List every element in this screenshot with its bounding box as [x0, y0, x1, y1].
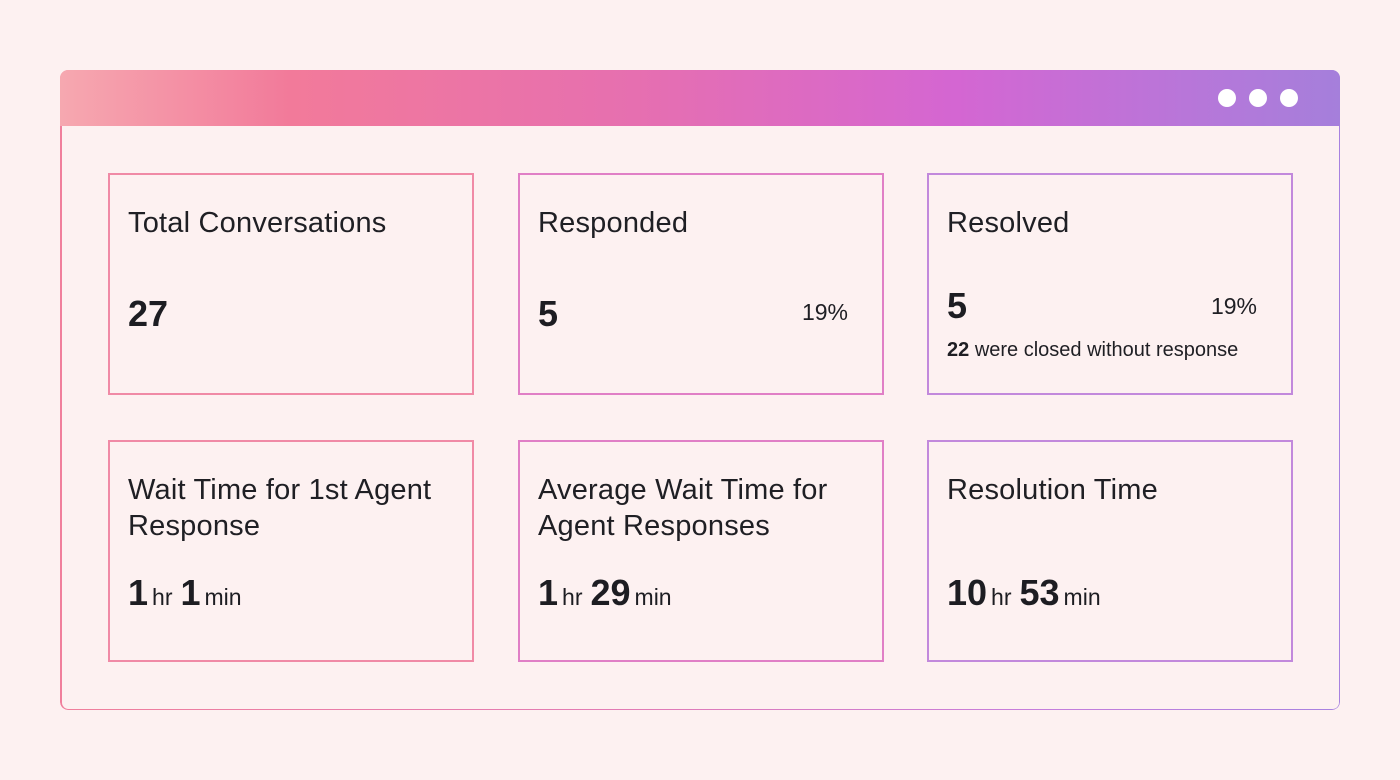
dot-icon[interactable] [1280, 89, 1298, 107]
first-response-wait-card: Wait Time for 1st Agent Response 1 hr 1 min [108, 440, 474, 662]
card-title: Resolved [947, 207, 1070, 239]
minutes-value: 1 [180, 572, 201, 613]
card-title: Average Wait Time for Agent Responses [538, 474, 828, 542]
window-titlebar [60, 70, 1340, 126]
minutes-value: 53 [1019, 572, 1060, 613]
total-conversations-card: Total Conversations 27 [108, 173, 474, 395]
hours-unit: hr [152, 584, 173, 610]
window-controls [1218, 89, 1298, 107]
responded-value: 5 [538, 293, 559, 334]
resolved-percent: 19% [1210, 293, 1257, 319]
dashboard-window: Total Conversations 27 Responded 5 19% R… [60, 70, 1340, 710]
resolution-time-value: 10 hr 53 min [947, 572, 1109, 614]
resolved-card: Resolved 5 19% 22 were closed without re… [927, 173, 1293, 395]
card-title: Wait Time for 1st Agent Response [128, 474, 432, 542]
card-title: Total Conversations [128, 207, 387, 239]
average-wait-value: 1 hr 29 min [538, 572, 680, 614]
hours-value: 10 [947, 572, 988, 613]
minutes-value: 29 [590, 572, 631, 613]
total-conversations-value: 27 [128, 293, 169, 334]
minutes-unit: min [204, 584, 242, 610]
responded-card: Responded 5 19% [518, 173, 884, 395]
hours-unit: hr [562, 584, 583, 610]
card-title: Responded [538, 207, 689, 239]
hours-value: 1 [538, 572, 559, 613]
resolved-note: 22 were closed without response [947, 339, 1238, 362]
closed-without-response-count: 22 [947, 339, 970, 361]
first-response-wait-value: 1 hr 1 min [128, 572, 250, 614]
minutes-unit: min [1063, 584, 1101, 610]
dot-icon[interactable] [1249, 89, 1267, 107]
minutes-unit: min [634, 584, 672, 610]
hours-unit: hr [991, 584, 1012, 610]
closed-without-response-text: were closed without response [974, 339, 1239, 361]
resolution-time-card: Resolution Time 10 hr 53 min [927, 440, 1293, 662]
resolved-value: 5 [947, 285, 968, 326]
responded-percent: 19% [801, 299, 848, 325]
card-title: Resolution Time [947, 474, 1158, 506]
hours-value: 1 [128, 572, 149, 613]
dot-icon[interactable] [1218, 89, 1236, 107]
